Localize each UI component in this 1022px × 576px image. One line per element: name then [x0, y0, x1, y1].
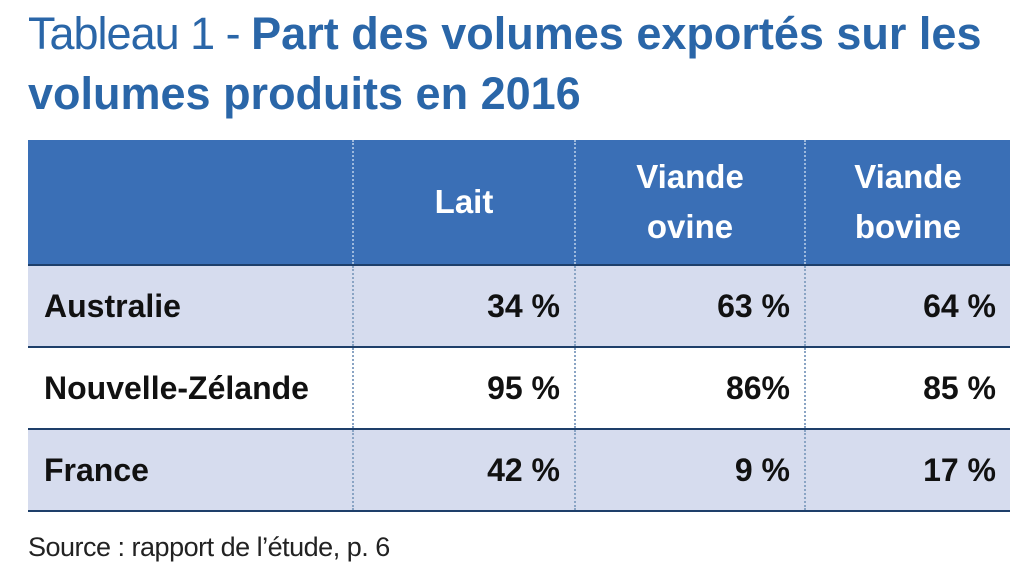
- table-row: Nouvelle-Zélande 95 % 86% 85 %: [28, 347, 1010, 429]
- source-note: Source : rapport de l’étude, p. 6: [28, 532, 390, 562]
- row-label: France: [28, 429, 353, 511]
- header-cell-empty: [28, 140, 353, 265]
- table-number: Tableau 1 -: [28, 8, 252, 59]
- header-viande-bovine-line2: bovine: [854, 208, 962, 245]
- cell-lait: 34 %: [352, 265, 575, 347]
- header-lait: Lait: [434, 183, 494, 220]
- header-viande-ovine-line1: Viande: [636, 158, 744, 195]
- cell-viande-ovine: 63 %: [574, 265, 805, 347]
- data-table: Lait Viande ovine Viande bovine Australi…: [28, 140, 1010, 512]
- cell-lait: 95 %: [352, 347, 575, 429]
- row-label: Nouvelle-Zélande: [28, 347, 353, 429]
- table-title: Tableau 1 - Part des volumes exportés su…: [28, 4, 1008, 124]
- header-cell-viande-bovine: Viande bovine: [804, 140, 1010, 265]
- header-viande-ovine-line2: ovine: [646, 208, 734, 245]
- header-cell-viande-ovine: Viande ovine: [574, 140, 805, 265]
- header-viande-bovine-line1: Viande: [854, 158, 962, 195]
- cell-viande-bovine: 17 %: [804, 429, 1010, 511]
- header-row: Lait Viande ovine Viande bovine: [28, 140, 1010, 265]
- table-row: France 42 % 9 % 17 %: [28, 429, 1010, 511]
- row-label: Australie: [28, 265, 353, 347]
- cell-viande-ovine: 86%: [574, 347, 805, 429]
- table-row: Australie 34 % 63 % 64 %: [28, 265, 1010, 347]
- cell-viande-bovine: 85 %: [804, 347, 1010, 429]
- cell-viande-ovine: 9 %: [574, 429, 805, 511]
- cell-viande-bovine: 64 %: [804, 265, 1010, 347]
- header-cell-lait: Lait: [352, 140, 575, 265]
- table-title-text: Part des volumes exportés sur les volume…: [28, 8, 982, 119]
- cell-lait: 42 %: [352, 429, 575, 511]
